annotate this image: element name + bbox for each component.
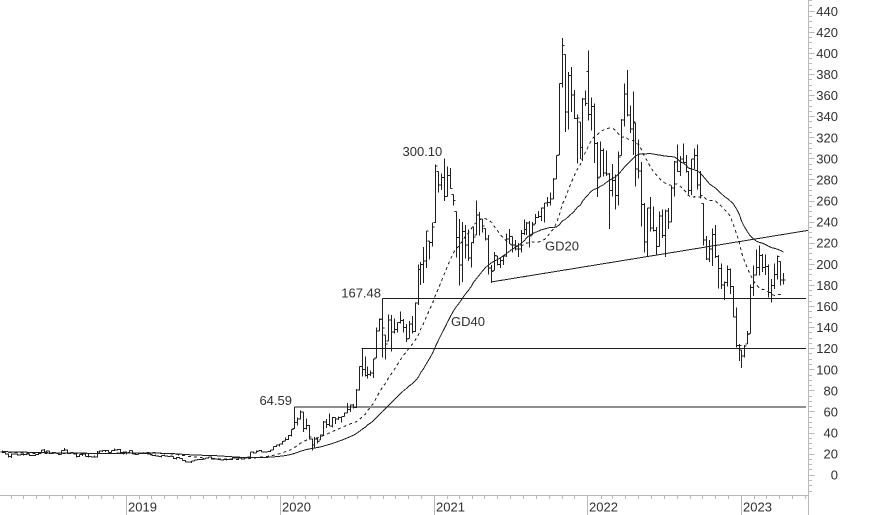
svg-text:360: 360 (816, 88, 838, 103)
svg-text:340: 340 (816, 109, 838, 124)
svg-text:220: 220 (816, 236, 838, 251)
svg-text:240: 240 (816, 215, 838, 230)
svg-text:2021: 2021 (436, 500, 465, 515)
svg-text:400: 400 (816, 46, 838, 61)
svg-text:320: 320 (816, 130, 838, 145)
svg-text:GD20: GD20 (545, 239, 579, 254)
svg-text:0: 0 (831, 468, 838, 483)
svg-text:180: 180 (816, 278, 838, 293)
svg-text:40: 40 (824, 426, 838, 441)
svg-text:100: 100 (816, 362, 838, 377)
svg-text:440: 440 (816, 4, 838, 19)
svg-text:260: 260 (816, 194, 838, 209)
svg-text:60: 60 (824, 404, 838, 419)
svg-text:20: 20 (824, 447, 838, 462)
svg-text:2019: 2019 (128, 500, 157, 515)
svg-text:300.10: 300.10 (403, 144, 443, 159)
svg-text:2020: 2020 (282, 500, 311, 515)
svg-text:140: 140 (816, 320, 838, 335)
svg-text:2023: 2023 (743, 500, 772, 515)
svg-text:380: 380 (816, 67, 838, 82)
svg-text:420: 420 (816, 25, 838, 40)
svg-text:160: 160 (816, 299, 838, 314)
svg-text:200: 200 (816, 257, 838, 272)
svg-text:167.48: 167.48 (341, 286, 381, 301)
svg-text:64.59: 64.59 (259, 393, 292, 408)
svg-text:120: 120 (816, 341, 838, 356)
svg-text:80: 80 (824, 383, 838, 398)
svg-text:300: 300 (816, 151, 838, 166)
svg-text:280: 280 (816, 173, 838, 188)
svg-text:GD40: GD40 (451, 314, 485, 329)
svg-text:2022: 2022 (589, 500, 618, 515)
